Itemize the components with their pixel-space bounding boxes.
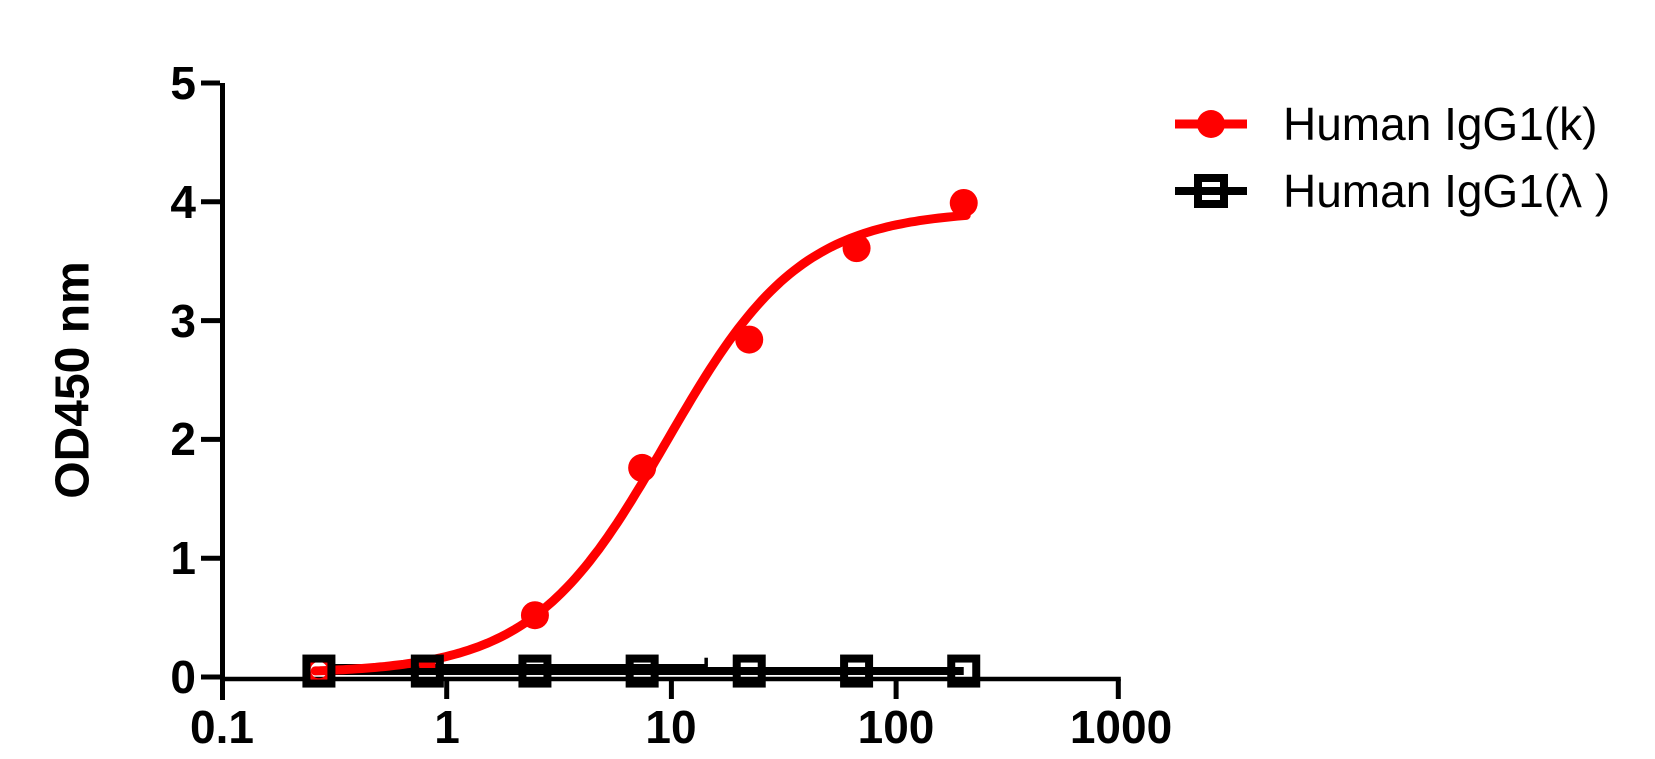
y-tick-label-3: 3 bbox=[170, 295, 196, 347]
black-square-marker bbox=[947, 654, 981, 688]
black-square-marker bbox=[625, 654, 659, 688]
x-tick-label-1: 1 bbox=[434, 701, 460, 753]
black-square-marker bbox=[302, 654, 336, 688]
y-tick-label-5: 5 bbox=[170, 57, 196, 109]
x-tick-label-100: 100 bbox=[857, 701, 935, 753]
legend-marker-red-circle bbox=[1175, 110, 1247, 138]
red-circle-marker bbox=[842, 234, 871, 263]
red-fit-curve bbox=[310, 210, 971, 676]
red-circle-marker bbox=[735, 325, 764, 354]
black-square-marker bbox=[732, 654, 766, 688]
x-tick-label-0p1: 0.1 bbox=[190, 701, 254, 753]
legend-label-human-igg1-kappa: Human IgG1(k) bbox=[1283, 98, 1598, 150]
black-square-marker bbox=[410, 654, 444, 688]
red-hidden-marker-2 bbox=[419, 663, 436, 668]
red-circle-marker bbox=[628, 453, 657, 482]
black-square-marker bbox=[840, 654, 874, 688]
y-tick-label-1: 1 bbox=[170, 532, 196, 584]
black-square-marker bbox=[518, 654, 552, 688]
y-tick-label-4: 4 bbox=[170, 176, 196, 228]
legend-label-human-igg1-lambda: Human IgG1(λ ) bbox=[1283, 165, 1611, 217]
y-axis-title: OD450 nm bbox=[46, 261, 100, 499]
x-tick-label-10: 10 bbox=[645, 701, 697, 753]
legend-marker-open-square bbox=[1175, 174, 1247, 208]
legend-item-human-igg1-lambda: Human IgG1(λ ) bbox=[1172, 165, 1611, 217]
y-tick-label-0: 0 bbox=[170, 651, 196, 703]
y-tick-label-2: 2 bbox=[170, 413, 196, 465]
red-circle-marker bbox=[949, 188, 978, 217]
legend-item-human-igg1-kappa: Human IgG1(k) bbox=[1172, 98, 1598, 150]
x-tick-label-1000: 1000 bbox=[1069, 701, 1173, 753]
red-circle-marker bbox=[520, 601, 549, 630]
